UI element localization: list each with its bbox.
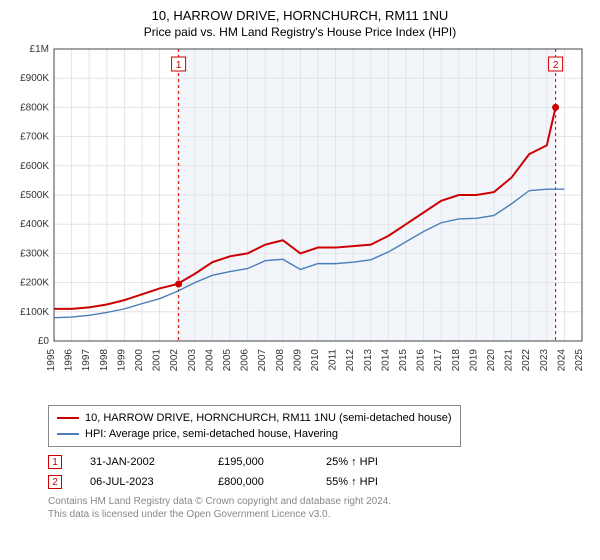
svg-text:1: 1 (176, 60, 182, 71)
legend-swatch (57, 433, 79, 435)
svg-text:2008: 2008 (275, 349, 286, 372)
svg-text:2024: 2024 (556, 349, 567, 372)
footer-line: This data is licensed under the Open Gov… (48, 508, 592, 521)
svg-text:2000: 2000 (134, 349, 145, 372)
svg-text:£1M: £1M (30, 44, 49, 55)
legend-row: HPI: Average price, semi-detached house,… (57, 426, 452, 442)
svg-text:1996: 1996 (64, 349, 75, 372)
legend: 10, HARROW DRIVE, HORNCHURCH, RM11 1NU (… (48, 405, 461, 447)
event-price: £195,000 (218, 456, 298, 468)
svg-text:2010: 2010 (310, 349, 321, 372)
event-row: 1 31-JAN-2002 £195,000 25% ↑ HPI (48, 455, 592, 469)
svg-text:£600K: £600K (20, 161, 49, 172)
svg-text:2018: 2018 (451, 349, 462, 372)
svg-text:£300K: £300K (20, 248, 49, 259)
line-chart-svg: £0 £100K £200K £300K £400K £500K £600K £700K £80… (8, 39, 592, 399)
svg-text:2001: 2001 (152, 349, 163, 372)
chart-container: 10, HARROW DRIVE, HORNCHURCH, RM11 1NU P… (8, 8, 592, 521)
svg-text:£800K: £800K (20, 102, 49, 113)
svg-text:2017: 2017 (433, 349, 444, 372)
svg-text:2011: 2011 (328, 349, 339, 371)
svg-text:2009: 2009 (292, 349, 303, 372)
svg-text:2015: 2015 (398, 349, 409, 372)
svg-text:2025: 2025 (574, 349, 585, 372)
svg-text:£400K: £400K (20, 219, 49, 230)
svg-text:1997: 1997 (81, 349, 92, 372)
event-table: 1 31-JAN-2002 £195,000 25% ↑ HPI 2 06-JUL-202… (48, 455, 592, 489)
svg-text:£500K: £500K (20, 190, 49, 201)
event-delta: 25% ↑ HPI (326, 456, 378, 468)
svg-text:2007: 2007 (257, 349, 268, 372)
svg-text:2016: 2016 (416, 349, 427, 372)
svg-text:2005: 2005 (222, 349, 233, 372)
svg-text:2020: 2020 (486, 349, 497, 372)
chart-titles: 10, HARROW DRIVE, HORNCHURCH, RM11 1NU P… (8, 8, 592, 39)
svg-text:£700K: £700K (20, 132, 49, 143)
svg-text:1998: 1998 (99, 349, 110, 372)
svg-text:£200K: £200K (20, 278, 49, 289)
plot-area: £0 £100K £200K £300K £400K £500K £600K £700K £80… (8, 39, 592, 399)
svg-text:2: 2 (553, 60, 559, 71)
svg-text:2004: 2004 (204, 349, 215, 372)
chart-title: 10, HARROW DRIVE, HORNCHURCH, RM11 1NU (8, 8, 592, 23)
svg-text:2006: 2006 (240, 349, 251, 372)
svg-text:2019: 2019 (468, 349, 479, 372)
svg-text:£900K: £900K (20, 73, 49, 84)
event-row: 2 06-JUL-2023 £800,000 55% ↑ HPI (48, 475, 592, 489)
svg-text:2022: 2022 (521, 349, 532, 372)
chart-subtitle: Price paid vs. HM Land Registry's House … (8, 25, 592, 39)
event-date: 31-JAN-2002 (90, 456, 190, 468)
legend-swatch (57, 417, 79, 419)
svg-text:2023: 2023 (539, 349, 550, 372)
svg-text:2003: 2003 (187, 349, 198, 372)
event-marker: 1 (48, 455, 62, 469)
svg-text:£100K: £100K (20, 307, 49, 318)
svg-text:2013: 2013 (363, 349, 374, 372)
svg-text:2014: 2014 (380, 349, 391, 372)
event-marker: 2 (48, 475, 62, 489)
svg-text:1995: 1995 (46, 349, 57, 372)
legend-label: 10, HARROW DRIVE, HORNCHURCH, RM11 1NU (… (85, 410, 452, 426)
svg-text:2002: 2002 (169, 349, 180, 372)
footer-attribution: Contains HM Land Registry data © Crown c… (48, 495, 592, 521)
event-price: £800,000 (218, 476, 298, 488)
legend-row: 10, HARROW DRIVE, HORNCHURCH, RM11 1NU (… (57, 410, 452, 426)
footer-line: Contains HM Land Registry data © Crown c… (48, 495, 592, 508)
svg-text:2012: 2012 (345, 349, 356, 372)
event-delta: 55% ↑ HPI (326, 476, 378, 488)
svg-text:1999: 1999 (116, 349, 127, 372)
svg-text:2021: 2021 (504, 349, 515, 372)
event-date: 06-JUL-2023 (90, 476, 190, 488)
svg-text:£0: £0 (38, 336, 50, 347)
legend-label: HPI: Average price, semi-detached house,… (85, 426, 338, 442)
